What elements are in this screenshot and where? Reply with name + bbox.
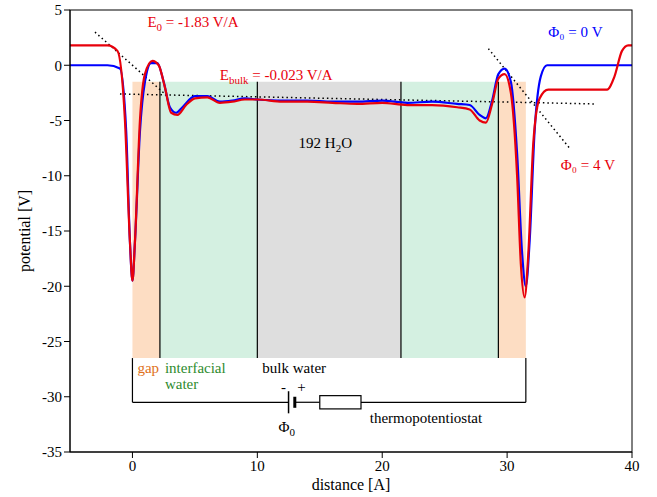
svg-text:10: 10 xyxy=(250,458,265,474)
svg-text:30: 30 xyxy=(500,458,515,474)
svg-text:gap: gap xyxy=(137,360,159,376)
svg-text:distance [A]: distance [A] xyxy=(312,476,391,493)
svg-text:40: 40 xyxy=(625,458,640,474)
svg-text:potential [V]: potential [V] xyxy=(16,190,34,272)
svg-text:-20: -20 xyxy=(42,279,62,295)
svg-text:Φ0: Φ0 xyxy=(279,419,296,438)
svg-text:-35: -35 xyxy=(42,444,62,460)
svg-text:0: 0 xyxy=(129,458,137,474)
svg-text:-15: -15 xyxy=(42,223,62,239)
svg-text:192 H2O: 192 H2O xyxy=(299,135,353,154)
svg-text:-: - xyxy=(281,379,286,395)
svg-text:5: 5 xyxy=(55,2,63,18)
svg-text:Φ₀ = 0 V: Φ₀ = 0 V xyxy=(548,24,602,40)
svg-text:0: 0 xyxy=(55,58,63,74)
svg-text:-5: -5 xyxy=(50,113,63,129)
svg-text:bulk water: bulk water xyxy=(262,360,326,376)
svg-text:Ebulk = -0.023 V/A: Ebulk = -0.023 V/A xyxy=(220,67,333,86)
svg-text:+: + xyxy=(297,379,305,395)
svg-text:interfacialwater: interfacialwater xyxy=(165,360,226,392)
svg-text:20: 20 xyxy=(375,458,390,474)
svg-text:thermopotentiostat: thermopotentiostat xyxy=(370,410,483,426)
svg-text:Φ₀ = 4 V: Φ₀ = 4 V xyxy=(561,157,615,173)
svg-text:-30: -30 xyxy=(42,389,62,405)
svg-text:-10: -10 xyxy=(42,168,62,184)
svg-text:-25: -25 xyxy=(42,334,62,350)
svg-text:E0 = -1.83 V/A: E0 = -1.83 V/A xyxy=(147,14,238,33)
